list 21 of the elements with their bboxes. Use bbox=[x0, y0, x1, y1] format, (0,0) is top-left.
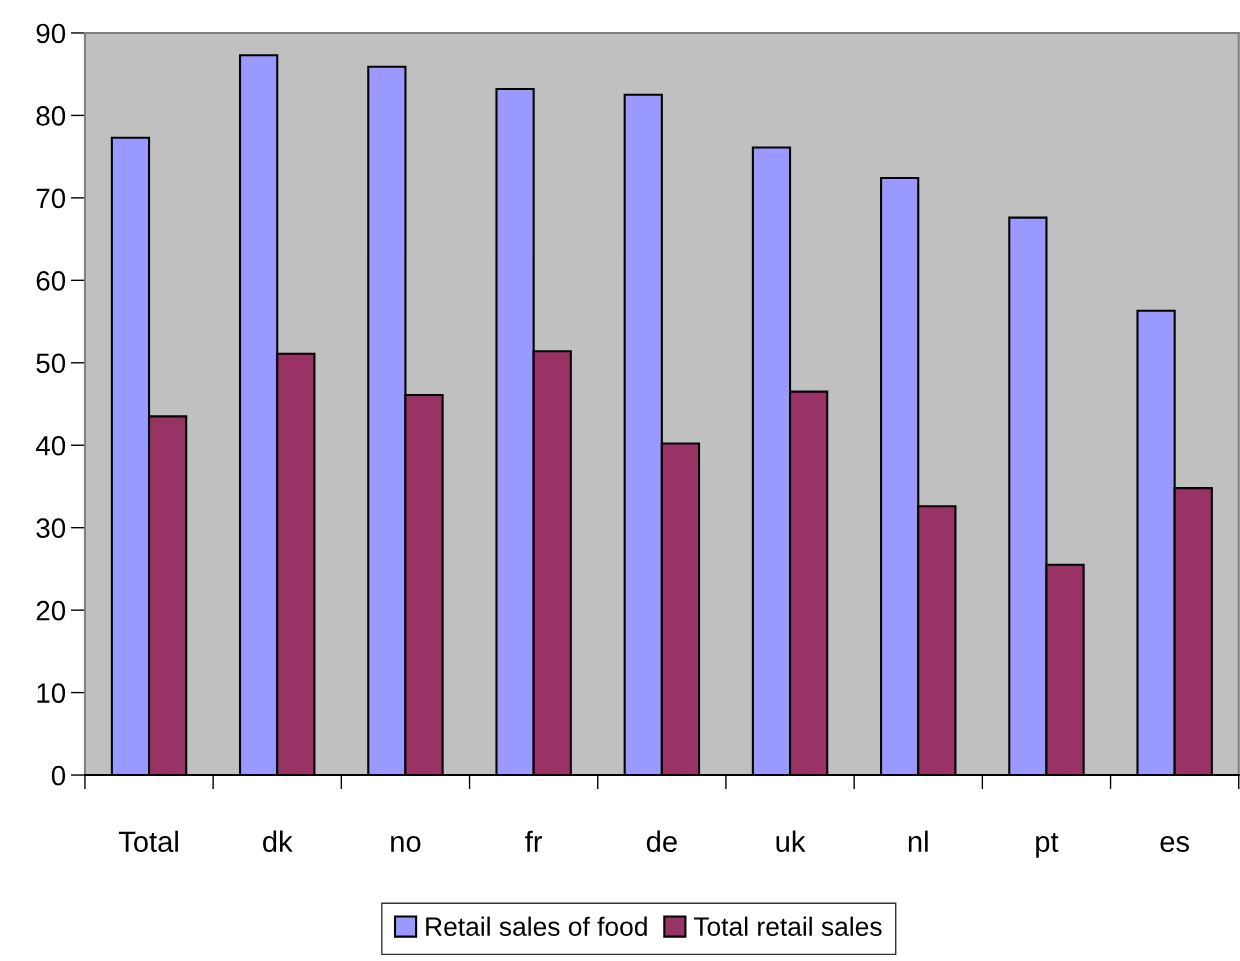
x-tick-label: es bbox=[1160, 836, 1190, 853]
y-tick-label: 50 bbox=[36, 353, 66, 374]
y-tick-label: 40 bbox=[35, 435, 66, 456]
y-tick-label: 80 bbox=[36, 106, 66, 126]
x-tick-label: de bbox=[646, 830, 677, 853]
x-tick-label: Total bbox=[118, 830, 178, 853]
legend-label: Total retail sales bbox=[693, 916, 882, 936]
y-tick-label: 10 bbox=[37, 683, 66, 703]
y-tick-label: 20 bbox=[36, 600, 66, 621]
x-tick-label: no bbox=[391, 836, 421, 853]
x-tick-label: nl bbox=[908, 830, 928, 852]
x-tick-label: pt bbox=[1036, 832, 1059, 858]
y-tick-label: 0 bbox=[51, 765, 66, 786]
y-tick-label: 70 bbox=[36, 188, 66, 209]
legend-label: Retail sales of food bbox=[426, 916, 647, 936]
x-tick-label: uk bbox=[776, 830, 806, 853]
x-tick-label: fr bbox=[525, 830, 543, 852]
y-tick-label: 60 bbox=[36, 270, 66, 291]
x-tick-label: dk bbox=[263, 830, 293, 853]
y-tick-label: 30 bbox=[36, 518, 66, 539]
y-tick-label: 90 bbox=[36, 23, 66, 44]
